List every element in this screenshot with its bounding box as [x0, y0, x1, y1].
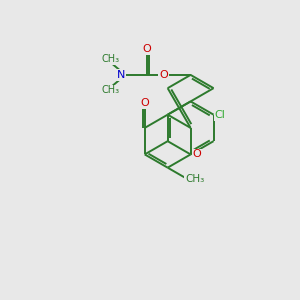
Text: Cl: Cl	[214, 110, 226, 120]
Text: N: N	[117, 70, 125, 80]
Text: CH₃: CH₃	[102, 54, 120, 64]
Text: CH₃: CH₃	[185, 173, 204, 184]
Text: O: O	[159, 70, 168, 80]
Text: CH₃: CH₃	[102, 85, 120, 95]
Text: O: O	[143, 44, 152, 54]
Text: O: O	[140, 98, 149, 108]
Text: O: O	[193, 149, 202, 159]
